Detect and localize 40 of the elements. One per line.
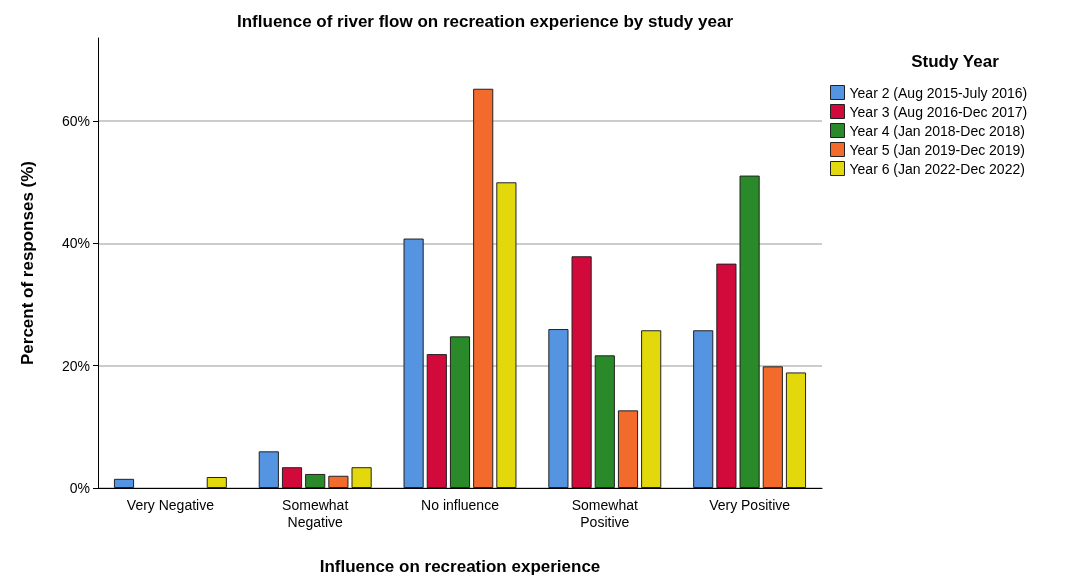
bar [571, 256, 592, 488]
legend-title: Study Year [911, 52, 1000, 71]
legend-label: Year 5 (Jan 2019-Dec 2019) [849, 141, 1025, 158]
chart-title: Influence of river flow on recreation experience by study year [237, 12, 734, 31]
bar [305, 473, 326, 488]
bar [281, 467, 303, 488]
bar [473, 88, 494, 488]
bar [548, 329, 569, 488]
x-tick-label: Somewhat Positive [571, 496, 638, 530]
bar [206, 476, 227, 488]
bar [594, 355, 615, 488]
bar [113, 478, 135, 488]
y-tick-label: 0% [69, 480, 90, 496]
bar [785, 372, 807, 488]
legend-label: Year 4 (Jan 2018-Dec 2018) [849, 122, 1025, 139]
y-tick-label: 60% [61, 113, 90, 130]
bar [328, 475, 349, 488]
x-axis-title: Influence on recreation experience [319, 557, 601, 576]
legend-label: Year 2 (Aug 2015-July 2016) [849, 84, 1028, 101]
bar [762, 366, 783, 488]
x-tick-label: Somewhat Negative [282, 496, 349, 530]
bar [496, 182, 517, 488]
legend-label: Year 3 (Aug 2016-Dec 2017) [849, 103, 1028, 120]
bar [617, 410, 639, 488]
bar [693, 330, 714, 488]
bar [403, 238, 424, 488]
bar [716, 263, 737, 488]
y-axis-title: Percent of responses (%) [18, 160, 37, 366]
bar [739, 175, 760, 488]
bar [351, 467, 372, 488]
x-tick-label: Very Negative [126, 496, 215, 513]
bar [641, 330, 662, 488]
x-tick-label: No influence [421, 496, 500, 513]
y-tick-label: 20% [61, 357, 90, 374]
x-tick-label: Very Positive [709, 496, 791, 513]
bar [258, 451, 279, 488]
y-tick-label: 40% [61, 235, 90, 252]
bar [449, 336, 471, 488]
legend-label: Year 6 (Jan 2022-Dec 2022) [849, 160, 1025, 177]
bar [426, 354, 447, 488]
